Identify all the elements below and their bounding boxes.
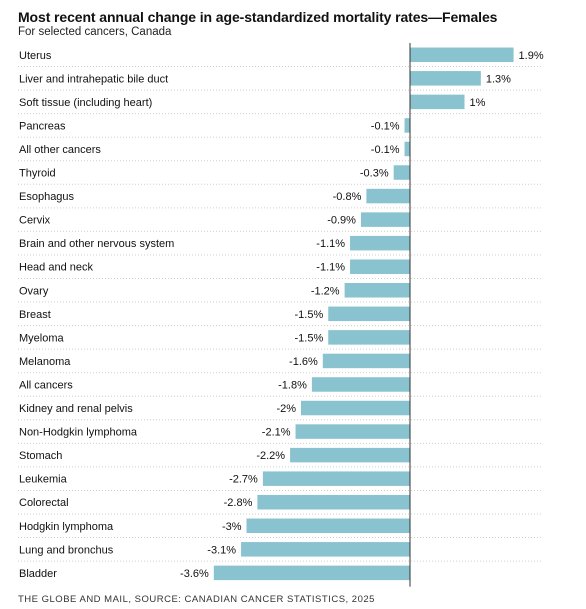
bar-row: All cancers -1.8% [18,377,543,397]
category-label: Bladder [19,568,57,580]
category-label: Myeloma [19,332,65,344]
bar-row: Esophagus -0.8% [18,188,543,209]
bar-row: Myeloma -1.5% [18,330,543,350]
bar-row: Kidney and renal pelvis -2% [18,400,543,421]
value-label: -3.1% [207,544,236,556]
chart-rows: Uterus 1.9% Liver and intrahepatic bile du… [18,47,544,581]
bar [360,212,410,227]
bar [257,494,410,510]
chart-subtitle: For selected cancers, Canada [18,26,172,38]
category-label: Esophagus [19,191,75,203]
bar-row: Colorectal -2.8% [18,494,543,515]
bar-row: Head and neck -1.1% [18,259,543,279]
bar [213,565,410,581]
category-label: Brain and other nervous system [19,238,174,250]
value-label: -1.5% [295,332,324,344]
value-label: 1.3% [486,73,511,85]
bar-row: All other cancers -0.1% [18,141,543,162]
value-label: -3.6% [180,568,209,580]
bar-row: Breast -1.5% [18,306,543,327]
bar [241,542,410,557]
value-label: -1.6% [289,356,318,368]
category-label: Breast [19,309,51,321]
bar [328,306,410,322]
bar-row: Lung and bronchus -3.1% [18,542,543,562]
bar [262,471,410,486]
bar-row: Cervix -0.9% [18,212,543,232]
value-label: -3% [222,521,242,533]
bar [404,118,410,133]
value-label: -0.9% [327,215,356,227]
value-label: -0.1% [371,120,400,132]
bar [328,330,410,345]
bar-row: Stomach -2.2% [18,447,543,468]
value-label: -1.2% [311,285,340,297]
value-label: -2.8% [224,497,253,509]
category-label: Hodgkin lymphoma [19,521,114,533]
bar [246,518,410,534]
bar [410,47,514,63]
category-label: Melanoma [19,356,71,368]
category-label: Head and neck [19,262,93,274]
value-label: -2.2% [256,450,285,462]
category-label: Soft tissue (including heart) [19,97,152,109]
bar [393,165,410,180]
bar [404,141,410,157]
source-note: THE GLOBE AND MAIL, SOURCE: CANADIAN CAN… [18,594,375,605]
value-label: -0.3% [360,168,389,180]
value-label: -2.1% [262,427,291,439]
bar [410,71,481,86]
value-label: -1.1% [316,262,345,274]
category-label: Kidney and renal pelvis [19,403,133,415]
value-label: 1% [470,97,486,109]
category-label: Leukemia [19,474,68,486]
category-label: Thyroid [19,168,56,180]
bar-row: Non-Hodgkin lymphoma -2.1% [18,424,543,444]
category-label: All other cancers [19,144,101,156]
value-label: -1.1% [316,238,345,250]
bar [344,283,410,298]
value-label: -2% [276,403,296,415]
bar [301,400,410,416]
bar-row: Brain and other nervous system -1.1% [18,235,543,256]
chart-title: Most recent annual change in age-standar… [18,9,498,25]
category-label: Uterus [19,50,52,62]
bar-row: Ovary -1.2% [18,283,543,303]
category-label: Liver and intrahepatic bile duct [19,73,168,85]
value-label: -1.8% [278,379,307,391]
category-label: Stomach [19,450,62,462]
value-label: -2.7% [229,474,258,486]
bar-row: Liver and intrahepatic bile duct 1.3% [18,71,543,91]
category-label: All cancers [19,379,73,391]
value-label: -0.1% [371,144,400,156]
bar-row: Uterus 1.9% [18,47,544,68]
bar [366,188,410,204]
value-label: -0.8% [333,191,362,203]
bar [322,353,410,369]
bar-row: Melanoma -1.6% [18,353,543,374]
bar [295,424,410,439]
bar-row: Leukemia -2.7% [18,471,543,491]
bar [290,447,410,463]
bar-row: Pancreas -0.1% [18,118,543,138]
bar-row: Bladder -3.6% [19,565,410,581]
category-label: Cervix [19,215,51,227]
category-label: Ovary [19,285,49,297]
value-label: -1.5% [295,309,324,321]
bar [350,259,410,274]
value-label: 1.9% [519,50,544,62]
bar-row: Soft tissue (including heart) 1% [18,94,543,115]
category-label: Non-Hodgkin lymphoma [19,427,138,439]
bar-row: Thyroid -0.3% [18,165,543,185]
bar [410,94,465,110]
category-label: Lung and bronchus [19,544,114,556]
bar [350,235,410,251]
bar-row: Hodgkin lymphoma -3% [18,518,543,539]
category-label: Pancreas [19,120,66,132]
category-label: Colorectal [19,497,69,509]
bar [311,377,410,392]
